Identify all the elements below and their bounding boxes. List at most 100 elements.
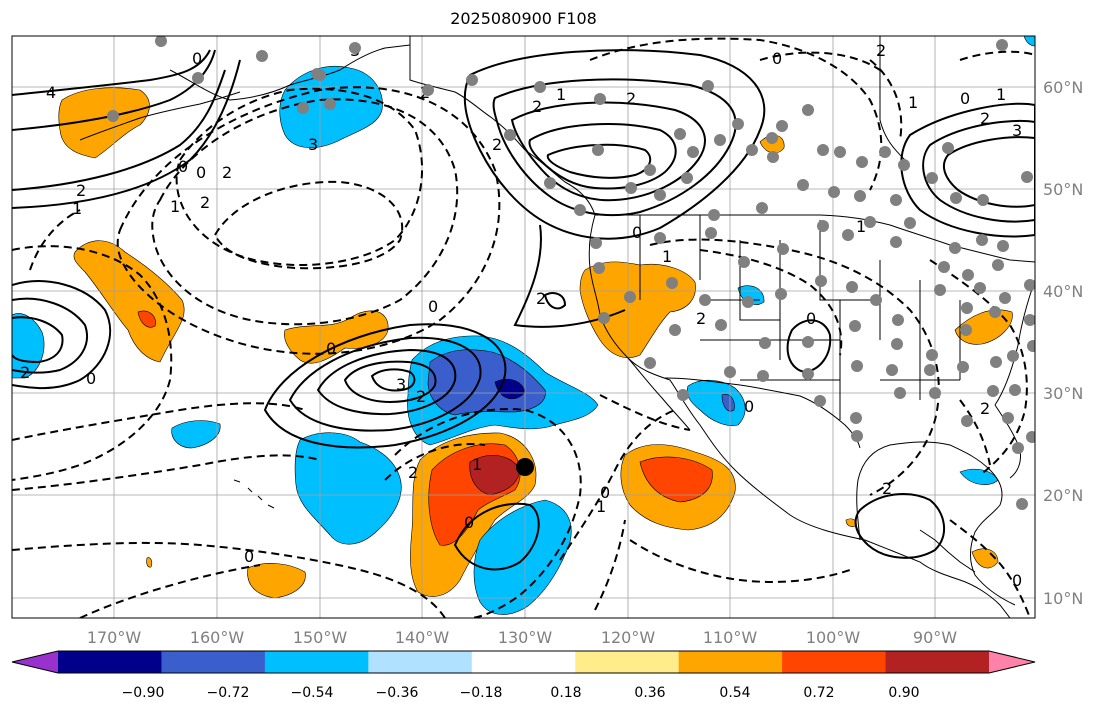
station-dot: [934, 284, 946, 296]
contours-dashed: [12, 37, 1035, 618]
lon-label: 140°W: [395, 628, 450, 647]
contour-ring: [288, 336, 482, 432]
station-dot: [891, 338, 903, 350]
contour-label: 2: [876, 41, 886, 60]
hawaii-islands: [233, 479, 275, 509]
station-dot: [766, 132, 778, 144]
contour-label: 2: [980, 399, 990, 418]
contour-label: 2: [626, 89, 636, 108]
map-frame: [11, 35, 1036, 619]
station-dot: [851, 360, 863, 372]
station-dot: [926, 172, 938, 184]
contour-ring: [492, 78, 737, 217]
station-dot: [757, 370, 769, 382]
contour-label: 2: [532, 97, 542, 116]
contour-dashed: [949, 519, 1031, 618]
station-dot: [999, 292, 1011, 304]
contour-label: 0: [428, 297, 438, 316]
colorbar-tick-label: 0.90: [888, 685, 919, 701]
contour-label: 1: [996, 85, 1006, 104]
contour-dashed: [12, 541, 446, 618]
contour-low-ring: [543, 292, 567, 310]
contour-label: 2: [222, 163, 232, 182]
station-dot: [677, 389, 689, 401]
contour-label: 1: [170, 197, 180, 216]
station-dot: [960, 324, 972, 336]
station-dot: [297, 102, 309, 114]
station-dot: [767, 151, 779, 163]
station-dot: [714, 134, 726, 146]
contour-dashed: [175, 87, 424, 267]
contour-solid: [12, 69, 226, 191]
station-dot: [1027, 340, 1035, 352]
gulf-of-mexico-coast: [856, 441, 1016, 606]
station-dot: [892, 314, 904, 326]
shade-blue-patch: [294, 432, 402, 545]
contour-label: 0: [464, 513, 474, 532]
station-dot: [666, 277, 678, 289]
contour-dashed: [12, 402, 306, 441]
station-dot: [962, 269, 974, 281]
lon-label: 110°W: [703, 628, 758, 647]
station-dot: [107, 110, 119, 122]
station-dot: [961, 415, 973, 427]
contour-label: 2: [200, 193, 210, 212]
contour-dashed: [394, 408, 582, 618]
contour-ring: [12, 316, 64, 364]
contour-solid: [12, 59, 241, 209]
contour-ring: [316, 348, 457, 416]
contour-dashed: [213, 180, 404, 270]
station-dot: [1012, 442, 1024, 454]
contour-dashed: [384, 443, 486, 481]
station-dot: [846, 281, 858, 293]
station-dot: [987, 385, 999, 397]
contour-outer-ring: [463, 49, 766, 240]
station-dot: [1002, 412, 1014, 424]
station-dot: [544, 177, 556, 189]
contour-ring: [786, 319, 832, 374]
station-dot: [593, 262, 605, 274]
station-dot: [802, 104, 814, 116]
station-dot: [687, 146, 699, 158]
contour-dashed: [12, 454, 321, 491]
station-dot: [644, 164, 656, 176]
contour-ring: [12, 297, 88, 374]
station-dot: [828, 186, 840, 198]
contour-ring: [12, 280, 112, 390]
colorbar-segment: [161, 651, 266, 673]
station-dot: [192, 72, 204, 84]
lon-label: 90°W: [913, 628, 957, 647]
colorbar-segment: [264, 651, 369, 673]
map-title: 2025080900 F108: [450, 9, 597, 28]
alaska-coast: [169, 44, 411, 101]
shade-blue-patch: [686, 379, 746, 426]
station-dot: [890, 236, 902, 248]
contour-label: 3: [396, 375, 406, 394]
contour-label: 0: [744, 397, 754, 416]
station-dot: [534, 81, 546, 93]
central-america: [919, 529, 976, 573]
station-dot: [654, 189, 666, 201]
contour-label: 0: [960, 89, 970, 108]
contour-dashed: [116, 86, 501, 355]
station-dot: [314, 69, 326, 81]
colorbar-tick-label: −0.18: [460, 685, 503, 701]
colorbar-tick-label: 0.36: [634, 685, 665, 701]
station-dot: [504, 129, 516, 141]
station-dot: [776, 120, 788, 132]
lon-label: 160°W: [190, 628, 245, 647]
contour-label: 2: [408, 463, 418, 482]
contour-label: 1: [472, 455, 482, 474]
station-dot: [708, 209, 720, 221]
contour-label: 2: [980, 109, 990, 128]
station-dot: [898, 159, 910, 171]
colorbar-tick-label: −0.72: [207, 685, 250, 701]
station-dot: [644, 357, 656, 369]
station-dot: [324, 98, 336, 110]
station-dot: [926, 349, 938, 361]
station-dot: [256, 50, 268, 62]
lon-label: 130°W: [498, 628, 553, 647]
colorbar-segment: [471, 651, 576, 673]
station-dot: [957, 361, 969, 373]
colorbar-segment: [368, 651, 473, 673]
